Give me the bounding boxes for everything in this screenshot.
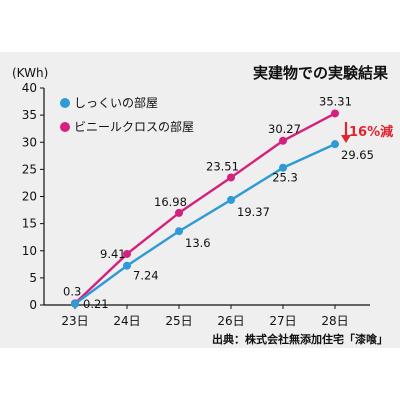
data-point-vinyl [175, 208, 183, 217]
y-tick-label: 30 [22, 135, 37, 149]
data-point-shikkui [279, 163, 287, 172]
y-tick-label: 35 [22, 108, 37, 122]
reduction-label: 16%減 [349, 124, 393, 140]
x-tick-label: 28日 [321, 314, 348, 328]
y-axis-label: (KWh) [12, 66, 48, 80]
data-label-vinyl: 30.27 [268, 122, 301, 136]
data-labels: 0.21 7.24 13.6 19.37 25.3 29.65 0.3 9.41 16.98 23… [63, 94, 374, 310]
legend-marker-vinyl [60, 122, 70, 132]
y-tick-label: 10 [22, 244, 37, 258]
data-point-vinyl [123, 249, 131, 258]
y-tick-label: 40 [22, 81, 37, 95]
data-label-vinyl: 0.3 [63, 284, 81, 298]
series-line-vinyl [74, 112, 336, 305]
x-tick-label: 27日 [269, 314, 296, 328]
data-point-shikkui [123, 261, 131, 270]
data-point-vinyl [279, 136, 287, 145]
data-label-shikkui: 13.6 [185, 236, 211, 250]
data-point-shikkui [331, 140, 339, 149]
chart-title: 実建物での実験結果 [253, 64, 389, 82]
legend-marker-shikkui [60, 98, 70, 108]
series-line-shikkui [74, 143, 336, 305]
data-label-shikkui: 19.37 [237, 205, 270, 219]
data-label-shikkui: 25.3 [272, 171, 298, 185]
data-label-vinyl: 35.31 [319, 94, 352, 108]
reduction-arrow-icon [341, 135, 351, 143]
data-label-shikkui: 0.21 [83, 297, 109, 311]
legend: しっくいの部屋 ビニールクロスの部屋 [60, 95, 194, 134]
reduction-annotation: 16%減 [341, 122, 393, 143]
y-tick-label: 25 [22, 162, 37, 176]
x-tick-label: 24日 [113, 314, 140, 328]
data-point-shikkui [175, 227, 183, 236]
y-axis-ticks: 0 5 10 15 20 25 30 35 40 [22, 81, 44, 312]
data-point-shikkui [227, 195, 235, 204]
source-note: 出典：株式会社無添加住宅「漆喰」 [212, 332, 388, 346]
y-tick-label: 20 [22, 190, 37, 204]
data-label-shikkui: 7.24 [133, 269, 159, 283]
x-axis-ticks: 23日 24日 25日 26日 27日 28日 [61, 305, 349, 328]
x-tick-label: 23日 [61, 314, 88, 328]
legend-label-shikkui: しっくいの部屋 [74, 95, 158, 110]
series-layer [71, 109, 339, 308]
x-tick-label: 26日 [217, 314, 244, 328]
y-tick-label: 0 [29, 298, 37, 312]
data-point-vinyl [331, 109, 339, 118]
y-tick-label: 5 [29, 271, 37, 285]
data-label-shikkui: 29.65 [341, 148, 374, 162]
data-label-vinyl: 16.98 [154, 195, 187, 209]
x-tick-label: 25日 [165, 314, 192, 328]
data-label-vinyl: 23.51 [206, 159, 239, 173]
data-point-shikkui [71, 299, 79, 308]
y-tick-label: 15 [22, 217, 37, 231]
data-label-vinyl: 9.41 [100, 247, 126, 261]
data-point-vinyl [227, 173, 235, 182]
legend-label-vinyl: ビニールクロスの部屋 [74, 119, 194, 134]
